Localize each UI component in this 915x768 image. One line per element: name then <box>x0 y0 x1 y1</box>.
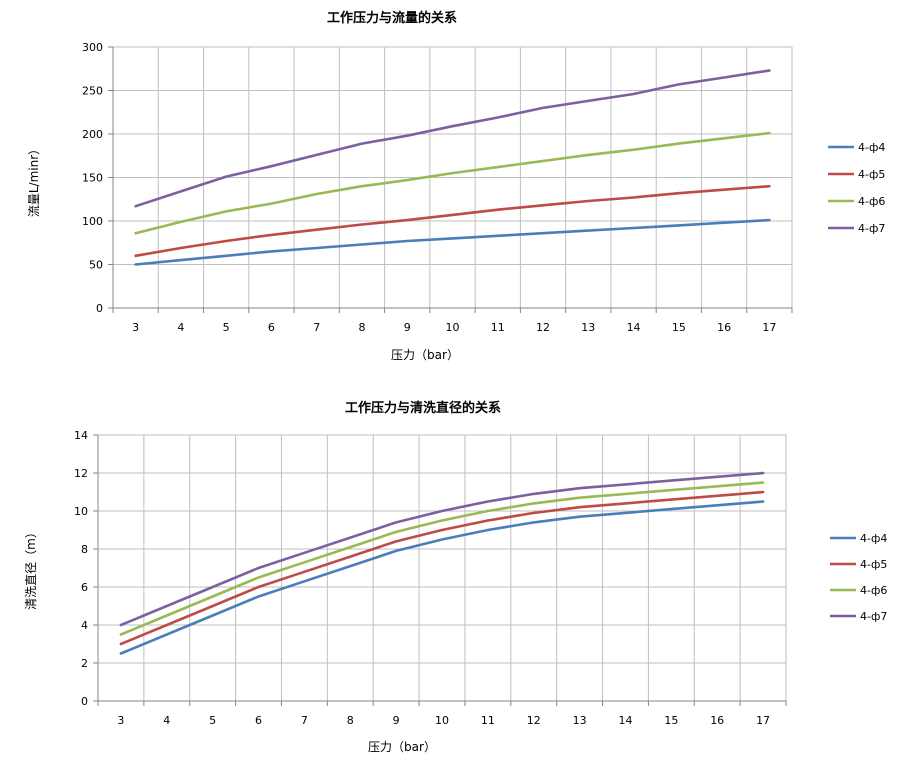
x-tick-label: 10 <box>446 321 460 334</box>
x-tick-label: 13 <box>573 714 587 727</box>
x-tick-label: 3 <box>132 321 139 334</box>
x-tick-label: 5 <box>223 321 230 334</box>
x-tick-label: 5 <box>209 714 216 727</box>
x-tick-label: 7 <box>313 321 320 334</box>
legend-label: 4-ф4 <box>858 141 885 154</box>
y-tick-label: 200 <box>82 128 103 141</box>
x-tick-label: 8 <box>347 714 354 727</box>
series-line-2 <box>134 184 771 258</box>
legend-label: 4-ф5 <box>860 558 887 571</box>
x-tick-label: 12 <box>527 714 541 727</box>
x-tick-label: 15 <box>672 321 686 334</box>
x-tick-label: 12 <box>536 321 550 334</box>
x-tick-label: 6 <box>255 714 262 727</box>
x-tick-label: 11 <box>491 321 505 334</box>
y-tick-label: 150 <box>82 172 103 185</box>
chart-1: 0 50 100 150 200 250 300 3 4 5 6 7 8 9 10 11 12 13 14 15 16 1… <box>27 10 885 362</box>
x-axis-title: 压力（bar） <box>391 348 459 362</box>
x-tick-label: 11 <box>481 714 495 727</box>
x-tick-label: 3 <box>117 714 124 727</box>
x-tick-label: 8 <box>358 321 365 334</box>
y-tick-label: 4 <box>81 619 88 632</box>
x-tick-label: 6 <box>268 321 275 334</box>
y-tick-label: 10 <box>74 505 88 518</box>
x-tick-label: 16 <box>717 321 731 334</box>
y-axis-title: 清洗直径（m） <box>24 526 38 610</box>
series-line-4 <box>134 69 771 208</box>
y-tick-label: 14 <box>74 429 88 442</box>
x-tick-label: 13 <box>581 321 595 334</box>
y-tick-label: 0 <box>96 302 103 315</box>
y-tick-label: 2 <box>81 657 88 670</box>
x-tick-label: 16 <box>710 714 724 727</box>
y-tick-label: 12 <box>74 467 88 480</box>
series-line-1 <box>119 500 765 655</box>
series-line-1 <box>134 218 771 266</box>
chart-2: 0 2 4 6 8 10 12 14 3 4 5 6 7 8 9 10 11 12 13 14 15 16 17 4-ф4 4-… <box>24 400 887 754</box>
x-tick-label: 9 <box>393 714 400 727</box>
y-tick-label: 50 <box>89 259 103 272</box>
x-tick-label: 10 <box>435 714 449 727</box>
x-tick-label: 14 <box>618 714 632 727</box>
legend-label: 4-ф7 <box>860 610 887 623</box>
y-tick-label: 6 <box>81 581 88 594</box>
legend-label: 4-ф5 <box>858 168 885 181</box>
y-tick-label: 8 <box>81 543 88 556</box>
x-tick-label: 14 <box>627 321 641 334</box>
y-tick-label: 250 <box>82 85 103 98</box>
y-tick-label: 300 <box>82 41 103 54</box>
y-tick-label: 100 <box>82 215 103 228</box>
chart-title: 工作压力与流量的关系 <box>327 10 457 26</box>
chart-title: 工作压力与清洗直径的关系 <box>345 400 501 416</box>
series-line-3 <box>134 131 771 235</box>
series-line-2 <box>119 490 765 646</box>
x-tick-label: 17 <box>756 714 770 727</box>
y-tick-label: 0 <box>81 695 88 708</box>
legend-label: 4-ф4 <box>860 532 887 545</box>
x-tick-label: 7 <box>301 714 308 727</box>
legend-label: 4-ф6 <box>860 584 887 597</box>
y-axis-title: 流量L/minr） <box>27 143 41 217</box>
plot-area <box>97 434 787 702</box>
x-tick-label: 9 <box>404 321 411 334</box>
series-line-4 <box>119 471 765 627</box>
x-tick-label: 15 <box>664 714 678 727</box>
x-axis-title: 压力（bar） <box>368 740 436 754</box>
x-tick-label: 4 <box>177 321 184 334</box>
x-tick-label: 17 <box>762 321 776 334</box>
legend-label: 4-ф6 <box>858 195 885 208</box>
x-tick-label: 4 <box>163 714 170 727</box>
legend-label: 4-ф7 <box>858 222 885 235</box>
series-line-3 <box>119 481 765 636</box>
